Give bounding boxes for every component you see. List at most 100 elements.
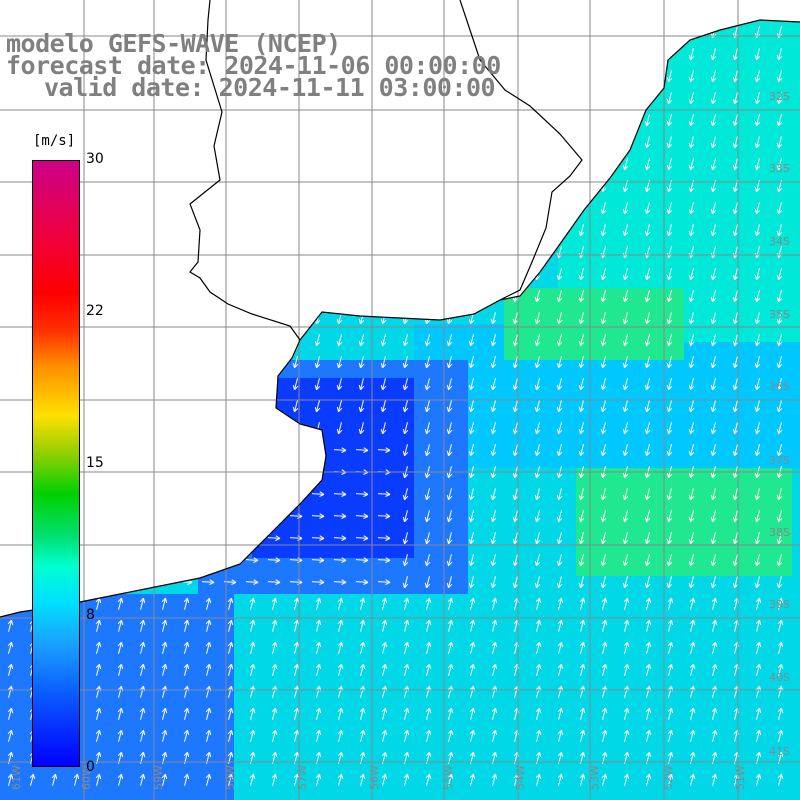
field-cell: [252, 486, 270, 504]
model-title: modelo GEFS-WAVE (NCEP): [6, 29, 341, 58]
field-cell: [324, 468, 342, 486]
wind-arrow: [402, 576, 409, 589]
wind-arrow: [732, 400, 739, 413]
wind-arrow: [468, 510, 475, 523]
wind-arrow: [336, 136, 343, 149]
field-cell: [450, 360, 468, 378]
field-cell: [252, 432, 270, 450]
field-cell: [126, 540, 144, 558]
field-cell: [702, 360, 720, 378]
wind-arrow: [333, 535, 347, 541]
field-cell: [396, 270, 414, 288]
field-cell: [126, 234, 144, 252]
wind-arrow: [622, 290, 629, 303]
field-cell: [378, 612, 396, 630]
field-cell: [216, 594, 234, 612]
wind-arrow: [579, 663, 586, 676]
field-cell: [576, 414, 594, 432]
wind-arrow: [51, 4, 56, 16]
wind-arrow: [94, 224, 101, 237]
wind-arrow: [116, 334, 123, 347]
field-cell: [108, 0, 126, 18]
field-cell: [360, 342, 378, 360]
latitude-label: 39S: [769, 598, 790, 611]
wind-arrow: [183, 641, 190, 654]
field-cell: [720, 234, 738, 252]
wind-arrow: [315, 619, 322, 632]
wind-arrow: [95, 773, 102, 786]
wind-arrow: [424, 444, 431, 457]
wind-arrow: [6, 378, 13, 391]
wind-arrow: [116, 312, 123, 325]
field-cell: [540, 630, 558, 648]
field-cell: [288, 666, 306, 684]
field-cell: [162, 486, 180, 504]
field-cell: [738, 252, 756, 270]
wind-arrow: [490, 400, 497, 413]
field-cell: [18, 792, 36, 800]
wind-arrow: [424, 224, 431, 237]
wind-arrow: [468, 488, 475, 501]
field-cell: [450, 756, 468, 774]
field-cell: [720, 414, 738, 432]
wind-arrow: [270, 158, 277, 171]
field-cell: [198, 198, 216, 216]
field-cell: [432, 504, 450, 522]
wind-arrow: [160, 356, 167, 369]
field-cell: [0, 738, 18, 756]
field-cell: [702, 270, 720, 288]
wind-arrow: [270, 268, 277, 281]
field-cell: [342, 198, 360, 216]
field-cell: [144, 234, 162, 252]
wind-arrow: [512, 136, 519, 149]
field-cell: [360, 702, 378, 720]
wind-arrow: [732, 224, 739, 237]
field-cell: [558, 306, 576, 324]
wind-arrow: [535, 4, 540, 16]
field-cell: [306, 684, 324, 702]
field-cell: [630, 432, 648, 450]
field-cell: [720, 594, 738, 612]
field-cell: [342, 234, 360, 252]
wind-arrow: [359, 707, 366, 720]
field-cell: [630, 540, 648, 558]
wind-arrow: [336, 224, 343, 237]
wind-arrow: [754, 312, 761, 325]
field-cell: [558, 648, 576, 666]
field-cell: [558, 360, 576, 378]
field-cell: [648, 126, 666, 144]
field-cell: [126, 198, 144, 216]
field-cell: [144, 522, 162, 540]
wind-arrow: [267, 447, 281, 453]
field-cell: [486, 738, 504, 756]
wind-arrow: [271, 4, 276, 16]
field-cell: [360, 432, 378, 450]
field-cell: [630, 20, 648, 36]
wind-arrow: [7, 619, 14, 632]
field-cell: [288, 306, 306, 324]
wind-arrow: [666, 312, 673, 325]
field-cell: [414, 198, 432, 216]
wind-arrow: [512, 510, 519, 523]
field-cell: [432, 774, 450, 792]
field-cell: [360, 522, 378, 540]
field-cell: [648, 234, 666, 252]
field-cell: [720, 252, 738, 270]
field-cell: [504, 594, 522, 612]
field-cell: [360, 0, 378, 18]
field-cell: [576, 288, 594, 306]
field-cell: [270, 792, 288, 800]
field-cell: [594, 648, 612, 666]
field-cell: [270, 486, 288, 504]
field-cell: [144, 378, 162, 396]
field-cell: [0, 198, 18, 216]
wind-arrow: [337, 619, 344, 632]
field-cell: [558, 20, 576, 36]
wind-arrow: [248, 334, 255, 347]
wind-arrow: [644, 92, 651, 105]
wind-arrow: [732, 312, 739, 325]
wind-arrow: [579, 4, 584, 16]
wind-arrow: [355, 513, 369, 519]
field-cell: [648, 324, 666, 342]
field-cell: [756, 144, 774, 162]
